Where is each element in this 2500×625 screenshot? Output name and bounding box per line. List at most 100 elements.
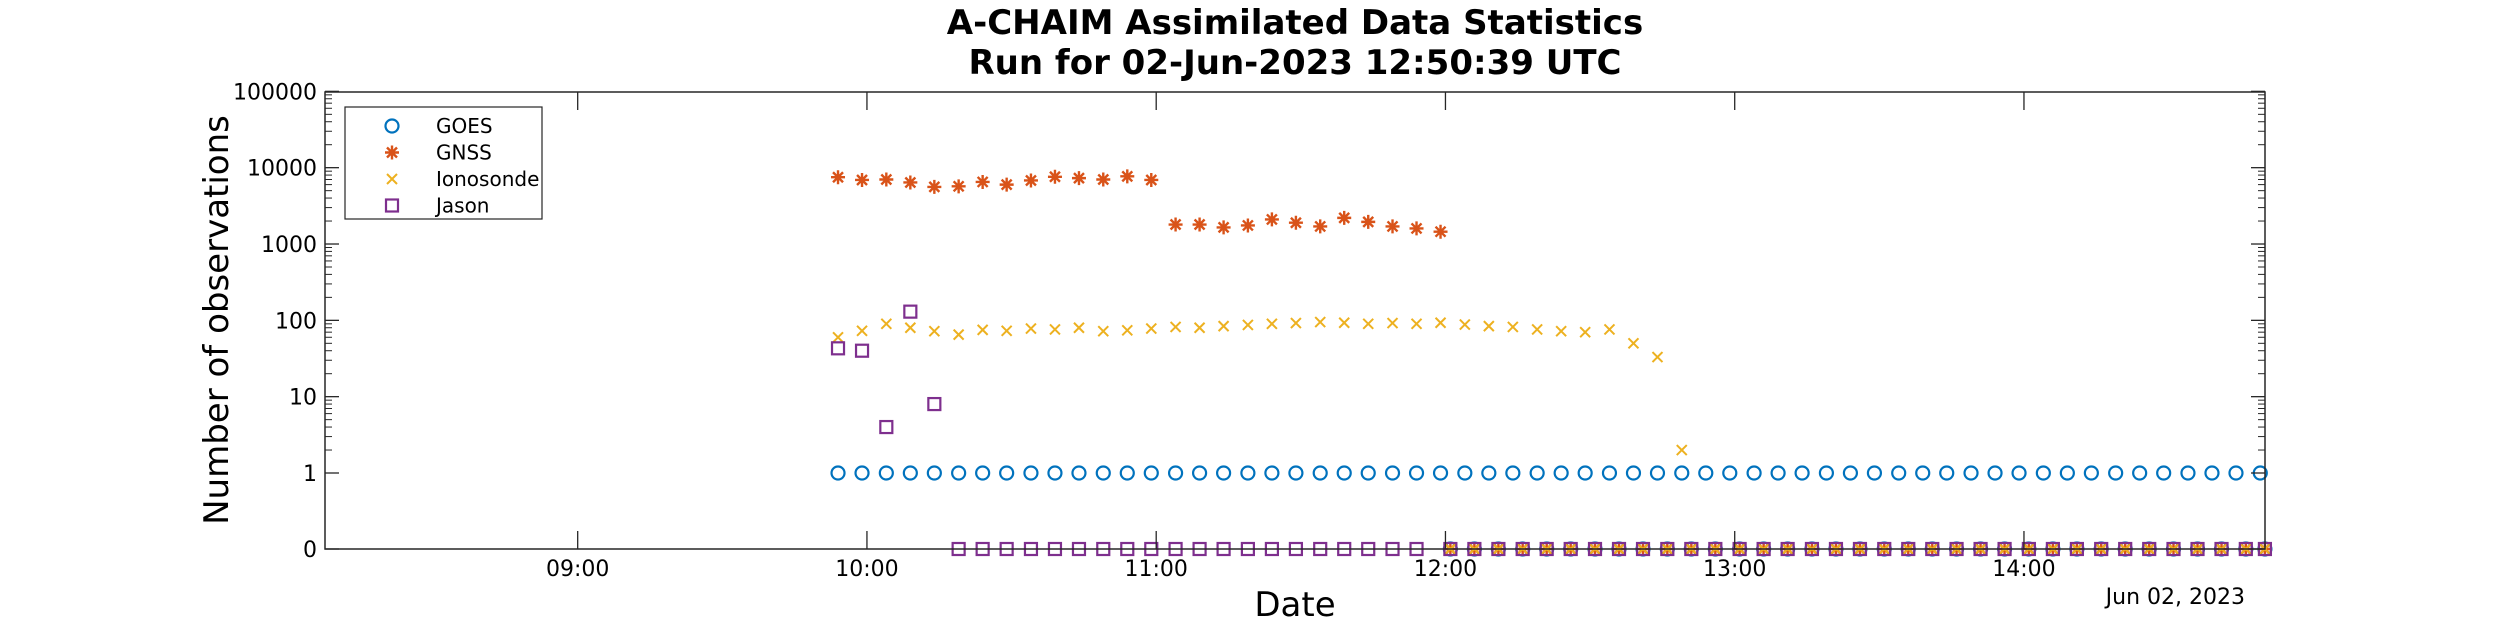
goes-point (2059, 465, 2075, 481)
date-annotation: Jun 02, 2023 (2104, 585, 2245, 610)
ionosonde-point (928, 325, 941, 337)
goes-point (1240, 465, 1256, 481)
gnss-point (1240, 218, 1255, 233)
goes-point (2132, 465, 2148, 481)
jason-point (830, 341, 846, 356)
ionosonde-point (904, 322, 917, 334)
goes-point (1939, 465, 1955, 481)
gnss-point (831, 170, 846, 185)
x-tick-label: 10:00 (835, 557, 898, 582)
goes-point (854, 465, 870, 481)
y-axis-label: Number of observations (197, 115, 237, 525)
gnss-point (1313, 219, 1328, 234)
ionosonde-point (1217, 320, 1230, 332)
ionosonde-point (1121, 324, 1133, 337)
goes-point (1866, 465, 1883, 481)
goes-point (1746, 465, 1762, 481)
goes-point (1408, 465, 1425, 481)
goes-point (1360, 465, 1376, 481)
goes-point (1963, 465, 1979, 481)
goes-point (2108, 465, 2124, 481)
ionosonde-point (1483, 320, 1495, 332)
x-tick-label: 14:00 (1992, 557, 2055, 582)
ionosonde-point (1676, 444, 1688, 456)
goes-point (1457, 465, 1473, 481)
ionosonde-point (1531, 323, 1543, 336)
data-marks (830, 169, 2273, 557)
goes-point (1529, 465, 1545, 481)
goes-point (2180, 465, 2196, 481)
ionosonde-point (1025, 322, 1037, 335)
gnss-point (1096, 172, 1111, 187)
goes-point (1987, 465, 2003, 481)
ionosonde-point (1507, 321, 1519, 333)
gnss-point (1216, 220, 1231, 235)
gnss-point (1385, 219, 1400, 234)
ionosonde-point (1169, 321, 1182, 333)
goes-point (830, 465, 846, 481)
goes-point (1601, 465, 1618, 481)
ionosonde-point (1073, 322, 1085, 334)
goes-point (1891, 465, 1907, 481)
gnss-point (1023, 173, 1038, 188)
ionosonde-point (1410, 318, 1423, 330)
gnss-point (1264, 212, 1279, 227)
goes-point (1167, 465, 1184, 481)
ionosonde-point (976, 324, 989, 336)
ionosonde-point (1000, 325, 1013, 337)
goes-point (2083, 465, 2099, 481)
gnss-point (975, 174, 990, 189)
goes-point (1674, 465, 1690, 481)
legend-label-ionosonde: Ionosonde (436, 167, 539, 191)
goes-point (1553, 465, 1569, 481)
goes-point (1312, 465, 1328, 481)
y-tick-label: 1 (303, 462, 317, 487)
gnss-point (1047, 169, 1062, 184)
goes-point (2035, 465, 2051, 481)
ionosonde-point (1579, 326, 1591, 338)
ionosonde-point (1603, 323, 1616, 336)
ionosonde-point (1266, 318, 1278, 330)
ionosonde-point (1338, 317, 1350, 329)
gnss-point (1433, 224, 1448, 239)
goes-point (2011, 465, 2027, 481)
goes-point (1384, 465, 1401, 481)
ionosonde-point (1242, 319, 1254, 331)
goes-point (1770, 465, 1786, 481)
gnss-point (999, 177, 1014, 192)
goes-point (1698, 465, 1714, 481)
gnss-point (1409, 221, 1424, 236)
ionosonde-point (1145, 322, 1157, 335)
goes-point (1794, 465, 1810, 481)
gnss-point (1071, 171, 1086, 186)
gnss-point (1288, 215, 1303, 230)
gnss-point (1120, 169, 1135, 184)
jason-point (854, 343, 870, 358)
gnss-point (1168, 217, 1183, 232)
jason-point (879, 419, 894, 435)
y-tick-label: 1000 (261, 233, 317, 258)
ionosonde-point (1049, 323, 1061, 336)
goes-point (2156, 465, 2172, 481)
ionosonde-point (1386, 317, 1399, 329)
gnss-point (879, 172, 894, 187)
jason-point (927, 396, 942, 412)
ionosonde-point (832, 331, 844, 343)
goes-point (1336, 465, 1352, 481)
goes-point (1625, 465, 1642, 481)
goes-point (902, 465, 918, 481)
ionosonde-point (880, 318, 893, 330)
goes-point (926, 465, 942, 481)
chart-title: A-CHAIM Assimilated Data Statistics (947, 3, 1643, 43)
goes-point (1818, 465, 1835, 481)
goes-point (1432, 465, 1449, 481)
goes-point (1119, 465, 1135, 481)
ionosonde-point (1434, 317, 1447, 329)
goes-point (975, 465, 991, 481)
x-tick-label: 09:00 (546, 557, 609, 582)
ionosonde-point (1555, 325, 1567, 337)
y-tick-label: 100000 (233, 80, 317, 105)
goes-point (1215, 465, 1232, 481)
goes-point (951, 465, 967, 481)
